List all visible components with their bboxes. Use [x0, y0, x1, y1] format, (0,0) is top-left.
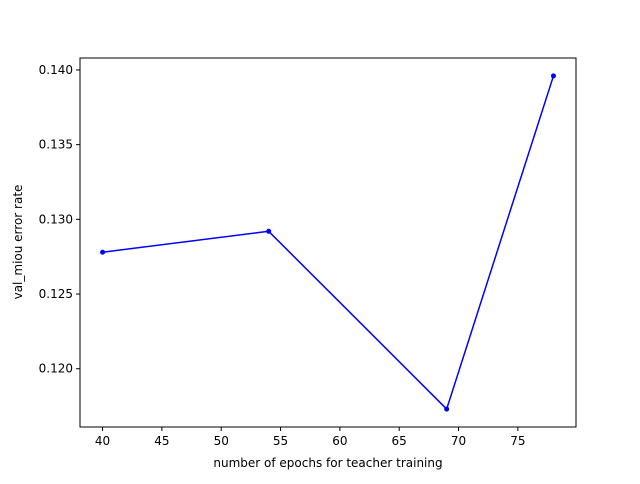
x-tick-label: 50: [214, 434, 229, 448]
plot-area-frame: [79, 57, 577, 428]
data-point: [550, 73, 556, 79]
x-tick-label: 40: [95, 434, 110, 448]
x-axis: 40 45 50 55 60 65 70 75: [95, 427, 525, 448]
x-tick-label: 65: [392, 434, 407, 448]
data-point: [266, 228, 272, 234]
x-tick-label: 55: [273, 434, 288, 448]
y-tick-label: 0.130: [39, 212, 73, 226]
y-tick-label: 0.120: [39, 362, 73, 376]
data-point: [444, 406, 450, 412]
series-line: [102, 75, 555, 410]
x-tick-label: 60: [332, 434, 347, 448]
y-axis: 0.120 0.125 0.130 0.135 0.140: [39, 63, 80, 376]
y-tick-label: 0.135: [39, 138, 73, 152]
x-tick-label: 45: [154, 434, 169, 448]
plot-series-layer: [100, 73, 556, 412]
x-tick-label: 70: [451, 434, 466, 448]
data-point: [100, 249, 106, 255]
y-tick-label: 0.125: [39, 287, 73, 301]
y-axis-label: val_miou error rate: [11, 185, 25, 300]
x-tick-label: 75: [510, 434, 525, 448]
x-axis-label: number of epochs for teacher training: [213, 456, 442, 470]
y-tick-label: 0.140: [39, 63, 73, 77]
